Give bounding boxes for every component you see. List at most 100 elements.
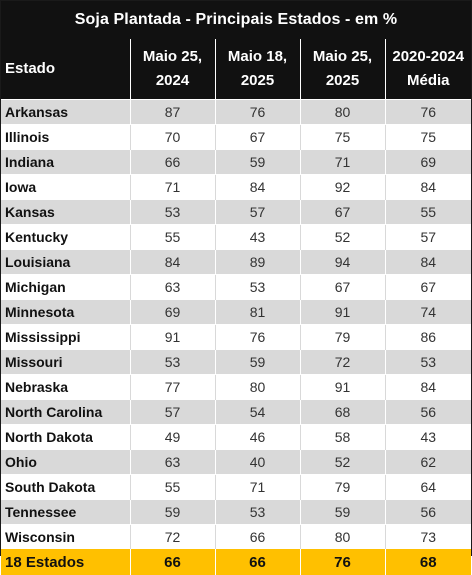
cell-value: 59 (214, 149, 300, 175)
cell-value: 69 (384, 149, 471, 175)
state-name: Arkansas (1, 99, 130, 125)
header-line: 2025 (325, 72, 360, 89)
cell-value: 92 (299, 174, 385, 200)
cell-value: 72 (299, 349, 385, 375)
cell-value: 59 (129, 499, 215, 525)
cell-value: 69 (129, 299, 215, 325)
cell-value: 67 (214, 124, 300, 150)
cell-value: 73 (384, 524, 471, 549)
header-line: Média (406, 72, 450, 89)
cell-value: 46 (214, 424, 300, 450)
header-line: 2025 (240, 72, 275, 89)
state-name: Ohio (1, 449, 130, 475)
cell-value: 52 (299, 224, 385, 250)
cell-value: 62 (384, 449, 471, 475)
table-row: Mississippi 91 76 79 86 (1, 324, 471, 350)
table-row: Tennessee 59 53 59 56 (1, 499, 471, 525)
cell-value: 66 (129, 149, 215, 175)
header-avg-2020-2024: 2020-2024 Média (384, 39, 471, 100)
cell-value: 52 (299, 449, 385, 475)
table-row: Arkansas 87 76 80 76 (1, 99, 471, 125)
table-row: North Dakota 49 46 58 43 (1, 424, 471, 450)
state-name: Mississippi (1, 324, 130, 350)
header-line: Maio 25, (142, 48, 203, 65)
header-may25-2024: Maio 25, 2024 (129, 39, 215, 100)
cell-value: 53 (214, 274, 300, 300)
cell-value: 80 (214, 374, 300, 400)
state-name: Wisconsin (1, 524, 130, 549)
cell-value: 72 (129, 524, 215, 549)
cell-value: 89 (214, 249, 300, 275)
table-row: Ohio 63 40 52 62 (1, 449, 471, 475)
cell-value: 74 (384, 299, 471, 325)
cell-value: 53 (384, 349, 471, 375)
total-label: 18 Estados (1, 549, 130, 575)
cell-value: 76 (214, 99, 300, 125)
header-row: Estado Maio 25, 2024 Maio 18, 2025 Maio … (1, 39, 471, 100)
header-line: 2024 (155, 72, 190, 89)
cell-value: 59 (214, 349, 300, 375)
cell-value: 40 (214, 449, 300, 475)
state-name: Nebraska (1, 374, 130, 400)
cell-value: 84 (384, 374, 471, 400)
table-row: South Dakota 55 71 79 64 (1, 474, 471, 500)
cell-value: 75 (384, 124, 471, 150)
state-name: Iowa (1, 174, 130, 200)
cell-value: 84 (384, 174, 471, 200)
header-may25-2025: Maio 25, 2025 (299, 39, 385, 100)
cell-value: 84 (384, 249, 471, 275)
cell-value: 67 (299, 199, 385, 225)
total-value: 68 (384, 549, 471, 575)
cell-value: 57 (129, 399, 215, 425)
table-row: Missouri 53 59 72 53 (1, 349, 471, 375)
cell-value: 68 (299, 399, 385, 425)
state-name: North Dakota (1, 424, 130, 450)
state-name: Illinois (1, 124, 130, 150)
table-row: Michigan 63 53 67 67 (1, 274, 471, 300)
cell-value: 77 (129, 374, 215, 400)
cell-value: 64 (384, 474, 471, 500)
cell-value: 53 (129, 199, 215, 225)
total-value: 66 (129, 549, 215, 575)
cell-value: 76 (384, 99, 471, 125)
cell-value: 76 (214, 324, 300, 350)
cell-value: 63 (129, 274, 215, 300)
header-line: 2020-2024 (392, 48, 465, 65)
table-row: Kansas 53 57 67 55 (1, 199, 471, 225)
total-value: 76 (299, 549, 385, 575)
cell-value: 84 (129, 249, 215, 275)
cell-value: 55 (384, 199, 471, 225)
table-row: Louisiana 84 89 94 84 (1, 249, 471, 275)
cell-value: 79 (299, 324, 385, 350)
state-name: Kentucky (1, 224, 130, 250)
state-name: Tennessee (1, 499, 130, 525)
cell-value: 58 (299, 424, 385, 450)
state-name: Kansas (1, 199, 130, 225)
table-row: Minnesota 69 81 91 74 (1, 299, 471, 325)
cell-value: 59 (299, 499, 385, 525)
header-may18-2025: Maio 18, 2025 (214, 39, 300, 100)
cell-value: 66 (214, 524, 300, 549)
table-row: Indiana 66 59 71 69 (1, 149, 471, 175)
cell-value: 54 (214, 399, 300, 425)
cell-value: 81 (214, 299, 300, 325)
planted-soy-table: Estado Maio 25, 2024 Maio 18, 2025 Maio … (1, 39, 471, 575)
state-name: Minnesota (1, 299, 130, 325)
cell-value: 94 (299, 249, 385, 275)
cell-value: 71 (299, 149, 385, 175)
cell-value: 53 (129, 349, 215, 375)
state-name: Michigan (1, 274, 130, 300)
cell-value: 87 (129, 99, 215, 125)
cell-value: 71 (214, 474, 300, 500)
header-state: Estado (1, 39, 130, 100)
cell-value: 91 (299, 374, 385, 400)
cell-value: 67 (299, 274, 385, 300)
cell-value: 43 (384, 424, 471, 450)
cell-value: 55 (129, 224, 215, 250)
cell-value: 84 (214, 174, 300, 200)
state-name: North Carolina (1, 399, 130, 425)
state-name: Indiana (1, 149, 130, 175)
cell-value: 70 (129, 124, 215, 150)
cell-value: 91 (129, 324, 215, 350)
